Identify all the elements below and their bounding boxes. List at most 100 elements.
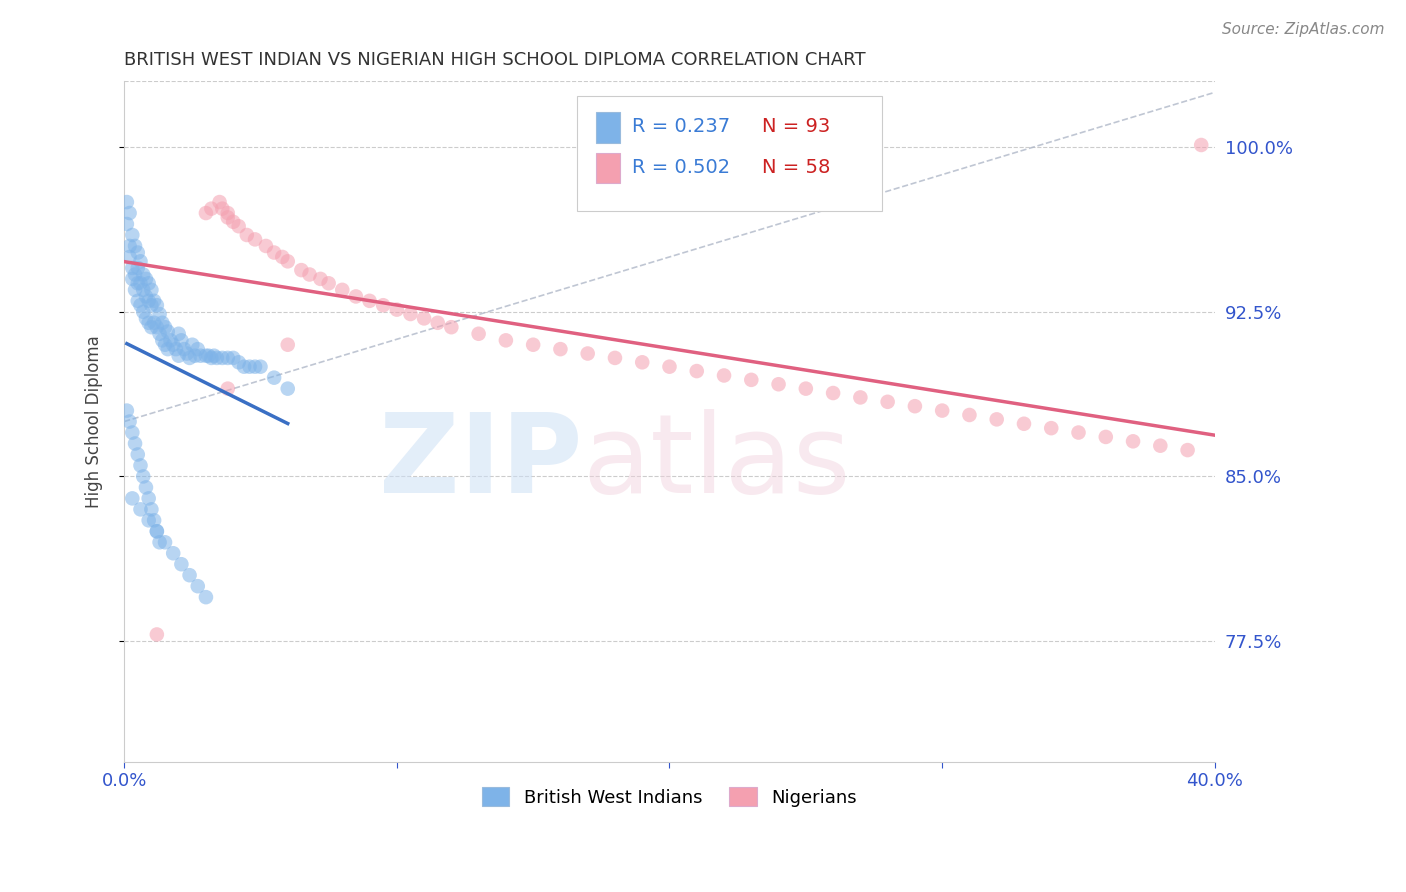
Point <box>138 293 160 308</box>
Text: atlas: atlas <box>582 409 851 516</box>
Point <box>217 206 239 220</box>
Point <box>197 349 219 363</box>
Point <box>118 239 141 253</box>
Point <box>121 227 143 242</box>
Point <box>124 283 146 297</box>
Point <box>904 399 927 413</box>
Point <box>146 298 169 312</box>
Point <box>149 326 172 341</box>
Point <box>1189 138 1212 153</box>
Y-axis label: High School Diploma: High School Diploma <box>86 335 103 508</box>
Point <box>138 491 160 506</box>
Point <box>194 590 217 604</box>
Point <box>121 260 143 275</box>
Point <box>399 307 422 321</box>
Point <box>156 325 179 339</box>
Point <box>205 351 228 365</box>
Point <box>202 349 225 363</box>
Point <box>249 359 271 374</box>
Point <box>138 277 160 291</box>
Point <box>194 349 217 363</box>
Point <box>127 245 149 260</box>
Point <box>149 307 172 321</box>
Point <box>118 415 141 429</box>
Point <box>849 391 872 405</box>
Point <box>141 320 163 334</box>
Point <box>254 239 277 253</box>
Text: R = 0.502: R = 0.502 <box>633 158 731 178</box>
Point <box>1040 421 1063 435</box>
Point <box>222 215 245 229</box>
Point <box>135 289 157 303</box>
Point <box>132 305 155 319</box>
Point <box>194 206 217 220</box>
Point <box>876 394 898 409</box>
Point <box>550 342 572 356</box>
Point <box>986 412 1008 426</box>
Point <box>127 293 149 308</box>
Point <box>217 382 239 396</box>
Point <box>150 316 173 330</box>
Point <box>118 206 141 220</box>
Point <box>576 346 599 360</box>
Point <box>115 403 138 417</box>
Point <box>129 298 152 312</box>
Point <box>823 386 845 401</box>
Point <box>143 513 166 527</box>
Point <box>170 334 193 348</box>
Point <box>181 337 204 351</box>
Point <box>603 351 626 365</box>
Point <box>1067 425 1090 440</box>
Point <box>239 359 262 374</box>
Point <box>271 250 294 264</box>
Point <box>228 355 250 369</box>
Point <box>146 524 169 539</box>
Point <box>129 458 152 473</box>
Point <box>931 403 953 417</box>
Point <box>768 377 790 392</box>
Point <box>211 351 233 365</box>
Point <box>153 535 176 549</box>
Point <box>121 491 143 506</box>
Point <box>217 211 239 225</box>
Point <box>146 627 169 641</box>
Point <box>162 546 184 560</box>
Point <box>1012 417 1035 431</box>
Text: N = 93: N = 93 <box>762 118 831 136</box>
Point <box>124 239 146 253</box>
Point <box>141 283 163 297</box>
Point <box>167 349 190 363</box>
Point <box>124 268 146 282</box>
Point <box>141 298 163 312</box>
Point <box>135 311 157 326</box>
Point <box>413 311 436 326</box>
Point <box>115 217 138 231</box>
Point <box>794 382 817 396</box>
Point <box>217 351 239 365</box>
Point <box>187 579 209 593</box>
Point <box>135 272 157 286</box>
Point <box>187 342 209 356</box>
FancyBboxPatch shape <box>596 112 620 143</box>
Point <box>233 359 256 374</box>
Point <box>236 227 259 242</box>
Point <box>228 219 250 234</box>
Point <box>277 382 299 396</box>
Point <box>146 524 169 539</box>
Point <box>156 342 179 356</box>
Text: ZIP: ZIP <box>378 409 582 516</box>
Point <box>318 277 340 291</box>
Point <box>165 342 187 356</box>
Point <box>167 326 190 341</box>
Point <box>658 359 681 374</box>
Point <box>959 408 981 422</box>
FancyBboxPatch shape <box>576 96 882 211</box>
Point <box>115 195 138 210</box>
Text: BRITISH WEST INDIAN VS NIGERIAN HIGH SCHOOL DIPLOMA CORRELATION CHART: BRITISH WEST INDIAN VS NIGERIAN HIGH SCH… <box>124 51 866 69</box>
Point <box>153 320 176 334</box>
Point <box>298 268 321 282</box>
Point <box>344 289 367 303</box>
Point <box>179 351 201 365</box>
Point <box>129 254 152 268</box>
Point <box>243 359 266 374</box>
